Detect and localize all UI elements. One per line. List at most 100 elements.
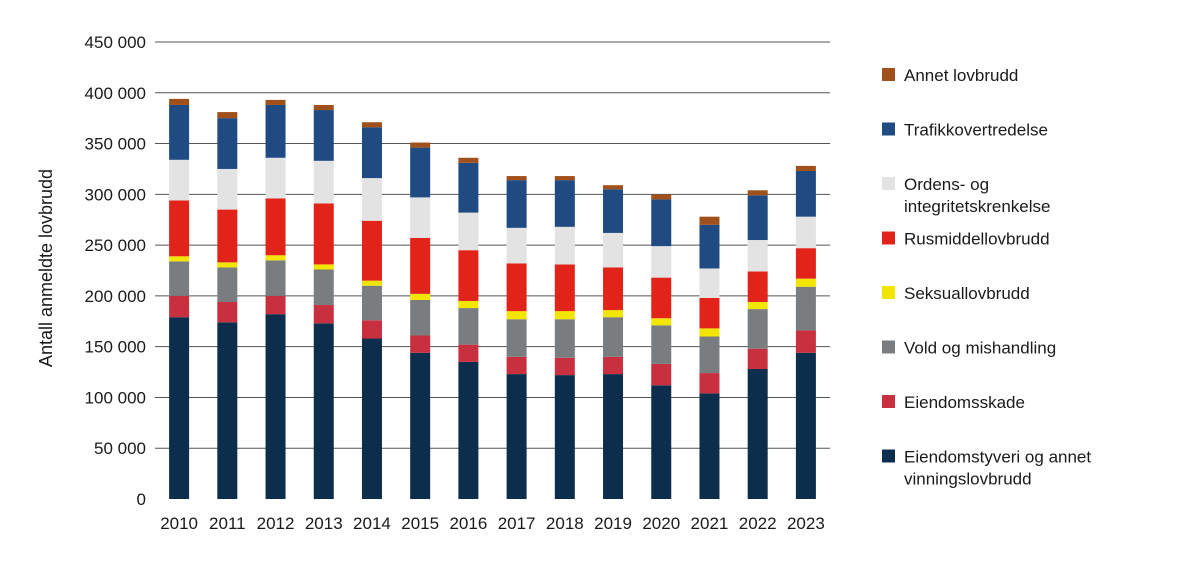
bar-segment: Ordens- og integritetskrenkelse 2011: 40… [217, 168, 238, 210]
bar-segment: Vold og mishandling 2021: 36000 [699, 336, 720, 374]
legend-item: Eiendomstyveri og annet vinningslovbrudd [882, 448, 1091, 489]
bar-segment: Rusmiddellovbrudd 2012: 56000 [265, 198, 286, 256]
bar-stack: Eiendomstyveri og annet vinningslovbrudd… [169, 98, 190, 499]
x-tick-label: 2012 [257, 514, 295, 533]
legend-label: Ordens- og integritetskrenkelse [904, 175, 1050, 216]
bar-segment: Trafikkovertredelse 2015: 49000 [410, 147, 431, 198]
bar-segment: Trafikkovertredelse 2021: 43000 [699, 224, 720, 269]
y-tick-label: 0 [137, 490, 146, 509]
bar-segment: Vold og mishandling 2017: 37000 [506, 319, 527, 357]
bar-segment: Vold og mishandling 2018: 38000 [554, 319, 575, 358]
y-tick-label: 200 000 [85, 287, 146, 306]
y-tick-label: 100 000 [85, 388, 146, 407]
y-tick-label: 50 000 [94, 439, 146, 458]
bar-segment: Trafikkovertredelse 2022: 44000 [747, 195, 768, 241]
bar-segment: Ordens- og integritetskrenkelse 2022: 31… [747, 240, 768, 272]
legend-swatch [882, 340, 895, 354]
bar-stack: Eiendomstyveri og annet vinningslovbrudd… [313, 104, 334, 499]
legend-label: Vold og mishandling [904, 339, 1056, 358]
x-tick-label: 2020 [642, 514, 680, 533]
bar-segment: Trafikkovertredelse 2019: 43000 [603, 189, 624, 233]
bar-segment: Ordens- og integritetskrenkelse 2017: 35… [506, 227, 527, 264]
bar-segment: Seksuallovbrudd 2016: 7000 [458, 300, 479, 309]
bar-segment: Trafikkovertredelse 2018: 46000 [554, 180, 575, 227]
bar-segment: Ordens- og integritetskrenkelse 2019: 34… [603, 232, 624, 268]
legend-label: Rusmiddellovbrudd [904, 230, 1050, 249]
bar-segment: Vold og mishandling 2014: 34000 [361, 285, 382, 321]
legend-label: Trafikkovertredelse [904, 121, 1048, 140]
bar-segment: Eiendomsskade 2020: 21000 [651, 363, 672, 386]
y-tick-label: 350 000 [85, 135, 146, 154]
bar-segment: Seksuallovbrudd 2023: 8000 [795, 278, 816, 287]
bar-segment: Eiendomstyveri og annet vinningslovbrudd… [506, 374, 527, 499]
bar-segment: Eiendomsskade 2014: 18000 [361, 320, 382, 339]
bar-segment: Eiendomstyveri og annet vinningslovbrudd… [361, 338, 382, 499]
bar-segment: Trafikkovertredelse 2020: 46000 [651, 199, 672, 247]
legend-swatch [882, 68, 895, 81]
bar-segment: Seksuallovbrudd 2018: 8000 [554, 311, 575, 320]
legend-label: Eiendomstyveri og annet vinningslovbrudd [904, 448, 1091, 489]
bar-segment: Rusmiddellovbrudd 2018: 46000 [554, 264, 575, 312]
legend-item: Trafikkovertredelse [882, 121, 1048, 140]
bar-segment: Vold og mishandling 2020: 38000 [651, 325, 672, 364]
bar-stack: Eiendomstyveri og annet vinningslovbrudd… [795, 165, 816, 499]
legend-item: Ordens- og integritetskrenkelse [882, 175, 1050, 216]
legend-swatch [882, 449, 895, 463]
legend-item: Annet lovbrudd [882, 66, 1018, 85]
bar-stack: Eiendomstyveri og annet vinningslovbrudd… [603, 185, 624, 499]
bar-segment: Vold og mishandling 2019: 39000 [603, 317, 624, 357]
y-axis-label: Antall anmeldte lovbrudd [36, 169, 56, 367]
bar-segment: Eiendomsskade 2016: 17000 [458, 344, 479, 362]
x-tick-label: 2017 [498, 514, 536, 533]
legend-item: Rusmiddellovbrudd [882, 230, 1050, 249]
bar-segment: Trafikkovertredelse 2016: 49000 [458, 162, 479, 213]
legend: Annet lovbrudd Trafikkovertredelse Ordens-… [882, 66, 1091, 489]
x-tick-label: 2016 [449, 514, 487, 533]
y-tick-label: 450 000 [85, 33, 146, 52]
legend-swatch [882, 395, 895, 408]
bar-stack: Eiendomstyveri og annet vinningslovbrudd… [410, 142, 431, 499]
bar-segment: Annet lovbrudd 2021: 8000 [699, 216, 720, 225]
bar-stack: Eiendomstyveri og annet vinningslovbrudd… [651, 194, 672, 499]
x-tick-label: 2019 [594, 514, 632, 533]
bar-segment: Eiendomstyveri og annet vinningslovbrudd… [699, 393, 720, 499]
bar-segment: Rusmiddellovbrudd 2015: 55000 [410, 238, 431, 294]
bar-segment: Eiendomstyveri og annet vinningslovbrudd… [217, 322, 238, 499]
bar-segment: Rusmiddellovbrudd 2019: 42000 [603, 267, 624, 311]
bar-segment: Eiendomsskade 2023: 22000 [795, 330, 816, 353]
bar-segment: Ordens- og integritetskrenkelse 2015: 40… [410, 197, 431, 239]
bar-segment: Eiendomstyveri og annet vinningslovbrudd… [603, 374, 624, 499]
bar-segment: Vold og mishandling 2011: 34000 [217, 267, 238, 302]
x-tick-label: 2023 [787, 514, 825, 533]
bar-segment: Vold og mishandling 2023: 43000 [795, 286, 816, 331]
bar-segment: Ordens- og integritetskrenkelse 2016: 37… [458, 212, 479, 251]
x-tick-label: 2010 [160, 514, 198, 533]
x-axis-ticks: 2010 2011 2012 2013 2014 2015 2016 2017 2018 2019… [160, 514, 825, 533]
x-tick-label: 2021 [691, 514, 729, 533]
bar-segment: Ordens- og integritetskrenkelse 2014: 42… [361, 178, 382, 221]
x-tick-label: 2013 [305, 514, 343, 533]
bar-stack: Eiendomstyveri og annet vinningslovbrudd… [458, 157, 479, 499]
x-tick-label: 2011 [209, 514, 246, 533]
bar-segment: Vold og mishandling 2022: 39000 [747, 309, 768, 349]
bar-stack: Eiendomstyveri og annet vinningslovbrudd… [747, 190, 768, 499]
